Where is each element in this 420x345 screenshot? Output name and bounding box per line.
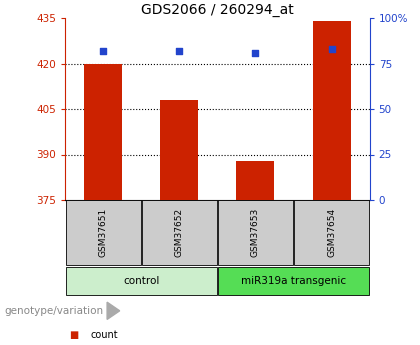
- Bar: [66, 200, 141, 265]
- Text: GSM37651: GSM37651: [99, 208, 108, 257]
- Bar: [218, 267, 369, 295]
- Bar: [294, 200, 369, 265]
- Text: count: count: [90, 330, 118, 340]
- Text: GSM37654: GSM37654: [327, 208, 336, 257]
- Text: control: control: [123, 276, 160, 286]
- Bar: [142, 200, 217, 265]
- Bar: [218, 200, 293, 265]
- Bar: [84, 63, 122, 200]
- Bar: [160, 100, 198, 200]
- Title: GDS2066 / 260294_at: GDS2066 / 260294_at: [141, 3, 294, 17]
- Bar: [312, 21, 351, 200]
- Point: [328, 46, 335, 52]
- Text: GSM37653: GSM37653: [251, 208, 260, 257]
- Point: [176, 48, 183, 53]
- Text: genotype/variation: genotype/variation: [4, 306, 103, 316]
- Text: ■: ■: [69, 330, 79, 340]
- Point: [252, 50, 259, 55]
- Point: [100, 48, 107, 53]
- Text: miR319a transgenic: miR319a transgenic: [241, 276, 346, 286]
- Text: GSM37652: GSM37652: [175, 208, 184, 257]
- Bar: [236, 160, 274, 200]
- Bar: [66, 267, 217, 295]
